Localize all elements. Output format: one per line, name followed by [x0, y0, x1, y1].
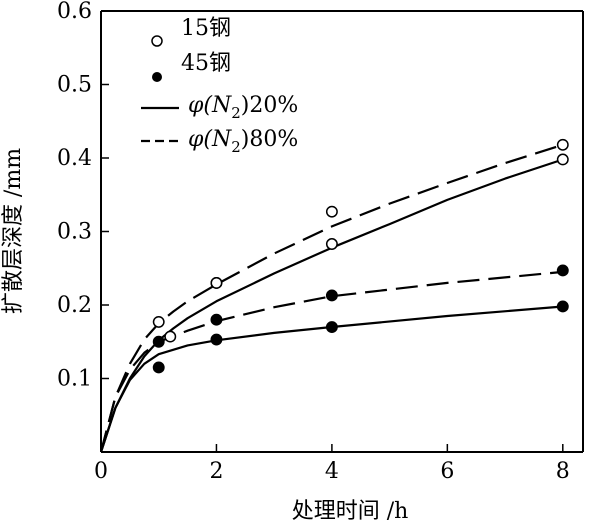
filled-circle-point	[556, 300, 569, 313]
ticks-layer: 0 2 4 6 8 0.1 0.2 0.3 0.4 0.5 0.6	[57, 0, 570, 484]
markers-layer	[152, 138, 569, 374]
open-circle-point	[556, 153, 569, 166]
y-tick-label: 0.1	[57, 367, 92, 392]
legend-label-n2-20: φ(N2)20%	[188, 93, 298, 122]
legend-label-45-steel: 45钢	[181, 51, 231, 76]
series-line	[99, 158, 564, 453]
open-circle-point	[164, 330, 177, 343]
open-circle-point	[325, 238, 338, 250]
filled-circle-point	[210, 333, 223, 346]
filled-circle-point	[325, 321, 338, 333]
x-tick-label: 0	[94, 459, 108, 484]
y-tick-label: 0.5	[57, 73, 92, 98]
filled-circle-point	[325, 289, 338, 302]
legend-open-circle-marker	[151, 35, 163, 47]
series-line	[99, 305, 563, 453]
open-circle-point	[152, 315, 165, 328]
legend-filled-circle-marker	[152, 72, 162, 82]
filled-circle-point	[152, 361, 165, 374]
x-tick-label: 8	[556, 459, 570, 484]
y-tick-label: 0.6	[57, 0, 92, 24]
open-circle-point	[556, 138, 569, 151]
filled-circle-point	[210, 313, 223, 326]
open-circle-point	[325, 205, 338, 218]
x-tick-label: 6	[440, 459, 454, 484]
curves-layer	[99, 143, 564, 453]
legend: 15钢 45钢 φ(N2)20% φ(N2)80%	[141, 16, 298, 156]
open-circle-point	[210, 277, 223, 289]
legend-label-15-steel: 15钢	[181, 16, 231, 41]
x-axis-label: 处理时间 /h	[292, 499, 409, 524]
filled-circle-point	[556, 264, 569, 277]
y-tick-label: 0.3	[57, 220, 92, 245]
y-tick-label: 0.2	[57, 293, 92, 318]
series-line	[99, 143, 564, 453]
x-tick-label: 4	[325, 459, 339, 484]
series-line	[99, 270, 563, 453]
legend-label-n2-80: φ(N2)80%	[188, 127, 298, 156]
x-tick-label: 2	[209, 459, 223, 484]
y-axis-label: 扩散层深度 /mm	[1, 148, 26, 314]
plot-frame	[100, 10, 584, 453]
y-tick-label: 0.4	[57, 146, 92, 171]
filled-circle-point	[152, 335, 165, 348]
